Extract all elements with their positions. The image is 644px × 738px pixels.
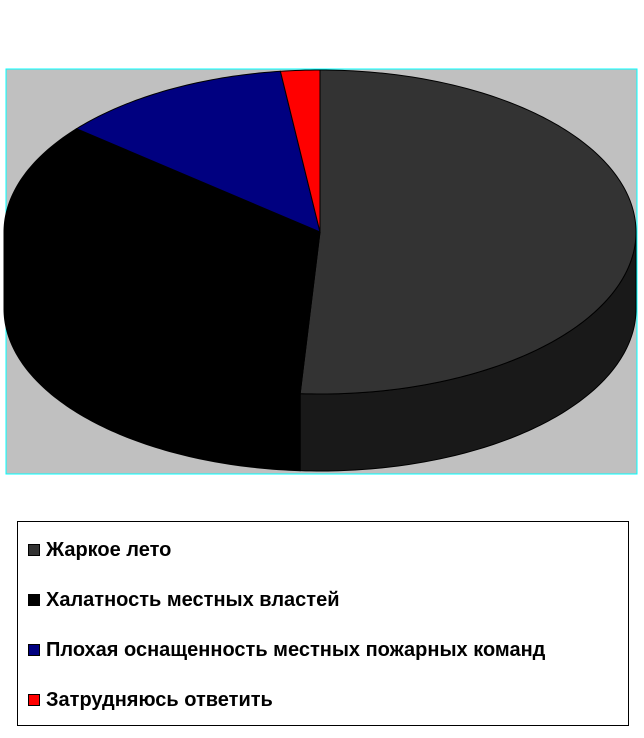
legend-swatch [28, 644, 40, 656]
legend-label: Плохая оснащенность местных пожарных ком… [46, 638, 546, 661]
legend-swatch [28, 594, 40, 606]
legend-swatch [28, 544, 40, 556]
legend-item: Жаркое лето [28, 538, 171, 562]
legend-label: Затрудняюсь ответить [46, 688, 273, 711]
legend-swatch [28, 694, 40, 706]
legend-item: Халатность местных властей [28, 588, 340, 612]
legend-label: Халатность местных властей [46, 588, 340, 611]
legend-label: Жаркое лето [46, 538, 172, 561]
pie-slice [3, 128, 321, 395]
pie-chart [3, 68, 638, 475]
slice-tops [3, 69, 637, 395]
legend: Жаркое лето Халатность местных властей П… [17, 521, 629, 726]
pie-slice [279, 69, 321, 233]
pie-slice [299, 69, 637, 395]
pie-slice [75, 70, 321, 233]
legend-item: Затрудняюсь ответить [28, 688, 273, 712]
legend-item: Плохая оснащенность местных пожарных ком… [28, 638, 545, 662]
